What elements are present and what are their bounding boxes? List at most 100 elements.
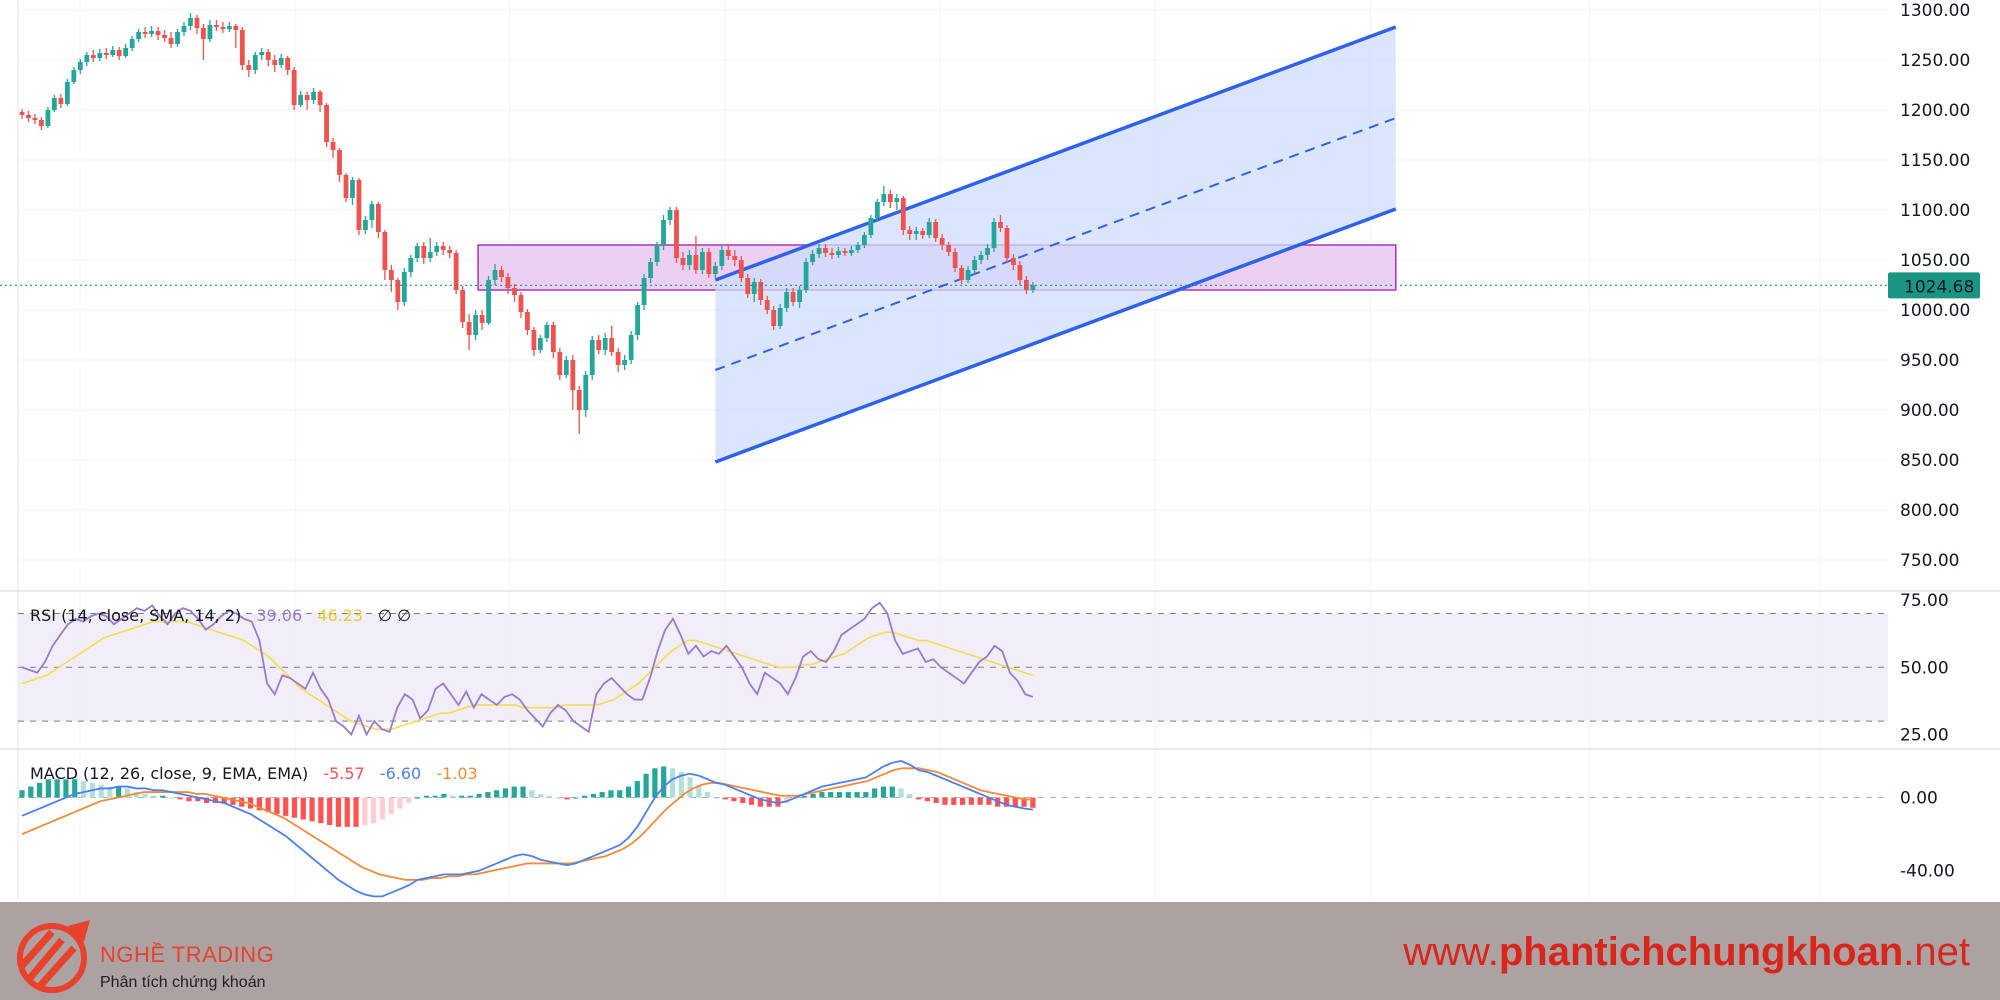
macd-histogram-bar [230,797,236,805]
candle [52,95,57,112]
macd-histogram-bar [608,790,614,798]
candle [447,246,453,258]
candle [894,194,900,210]
candle [291,67,297,110]
macd-histogram-bar [705,792,711,798]
candle [162,30,167,42]
macd-histogram-bar [643,773,649,798]
candle [784,288,790,312]
candle [764,296,770,314]
candle [239,27,245,70]
channel-mid-line [715,117,1397,371]
price-tick-label: 1050.00 [1900,251,1970,271]
price-tick-label: 900.00 [1900,401,1959,421]
candle [1030,282,1036,293]
candle [505,273,511,294]
candle [298,91,304,107]
macd-histogram-bar [872,788,878,798]
candle [142,27,148,38]
brand-tagline: Phân tích chứng khoán [100,974,266,991]
rsi-legend: RSI (14, close, SMA, 14, 2) 39.06 46.23 … [30,606,411,625]
macd-histogram-bar [28,786,34,798]
macd-histogram-bar [889,786,895,798]
candle [58,94,64,108]
macd-histogram-bar [731,797,737,802]
macd-histogram-bar [740,797,746,804]
macd-histogram-bar [54,779,60,798]
price-tick-label: 1150.00 [1900,151,1970,171]
candle [933,219,939,242]
macd-histogram-bar [371,797,377,824]
rsi-title: RSI (14, close, SMA, 14, 2) [30,606,241,625]
macd-histogram-bar [63,779,69,798]
candle [589,336,595,380]
macd-histogram-bar [318,797,324,824]
price-tick-label: 1200.00 [1900,101,1970,121]
macd-histogram-bar [951,797,957,805]
candle [939,234,945,250]
macd-histogram-bar [546,795,553,798]
macd-title: MACD (12, 26, close, 9, EMA, EMA) [30,764,308,783]
candle [486,276,491,325]
candle [155,27,161,40]
macd-pane[interactable]: 0.00 -40.00 [18,760,1955,898]
candle [991,218,997,252]
macd-histogram-bar [968,797,974,805]
candle [557,348,563,380]
candle [874,199,880,222]
candle [466,314,472,350]
candle [45,107,51,128]
candle [829,248,835,259]
last-price-label: 1024.68 [1904,277,1974,297]
candle [687,250,692,270]
macd-legend: MACD (12, 26, close, 9, EMA, EMA) -5.57 … [30,764,478,783]
price-axis[interactable]: 1300.00 1250.00 1200.00 1150.00 1100.00 1050.… [0,1,1980,571]
candle [712,262,718,278]
brand: NGHỀ TRADING Phân tích chứng khoán [100,942,274,992]
macd-histogram-bar [80,781,87,798]
macd-histogram-bar [300,797,306,820]
rsi-value: 39.06 [256,606,302,625]
candle [985,244,990,260]
macd-histogram-bar [977,797,983,805]
macd-histogram-bar [467,795,473,798]
macd-histogram-bar [986,797,992,805]
regression-channel[interactable] [714,25,1397,464]
macd-histogram-bar [696,784,702,798]
candle [116,47,122,60]
macd-histogram-bar [502,788,509,798]
candle [168,32,174,48]
macd-histogram-bar [133,792,139,798]
macd-histogram-bar [1003,797,1010,807]
candle [350,177,355,205]
macd-histogram-bar [98,784,104,798]
candle [810,250,815,265]
macd-histogram-bar [423,795,429,798]
macd-signal-value: -1.03 [436,764,477,783]
candle [1011,254,1016,270]
rsi-pane[interactable]: 75.00 50.00 25.00 [18,591,1949,746]
rsi-tick-label: 50.00 [1900,658,1949,678]
macd-histogram-bar [160,795,166,798]
candle [453,250,459,294]
macd-histogram-bar [450,795,456,798]
macd-histogram-bar [397,797,403,809]
candle [570,355,576,410]
macd-histogram-bar [942,797,948,805]
macd-histogram-bar [195,797,201,802]
macd-histogram-bar [669,768,676,798]
macd-histogram-bar [1021,797,1027,807]
macd-histogram-bar [599,792,605,798]
channel-lower-line [714,207,1397,464]
candle [952,248,958,272]
candle [622,355,628,370]
macd-histogram-bar [801,795,807,798]
macd-histogram-bar [511,786,517,798]
macd-histogram-bar [379,797,386,820]
candle [181,22,187,36]
candle [674,207,679,263]
macd-histogram-bar [45,779,51,798]
macd-histogram-bar [880,786,887,798]
website-link[interactable]: www.phantichchungkhoan.net [1403,930,1970,975]
